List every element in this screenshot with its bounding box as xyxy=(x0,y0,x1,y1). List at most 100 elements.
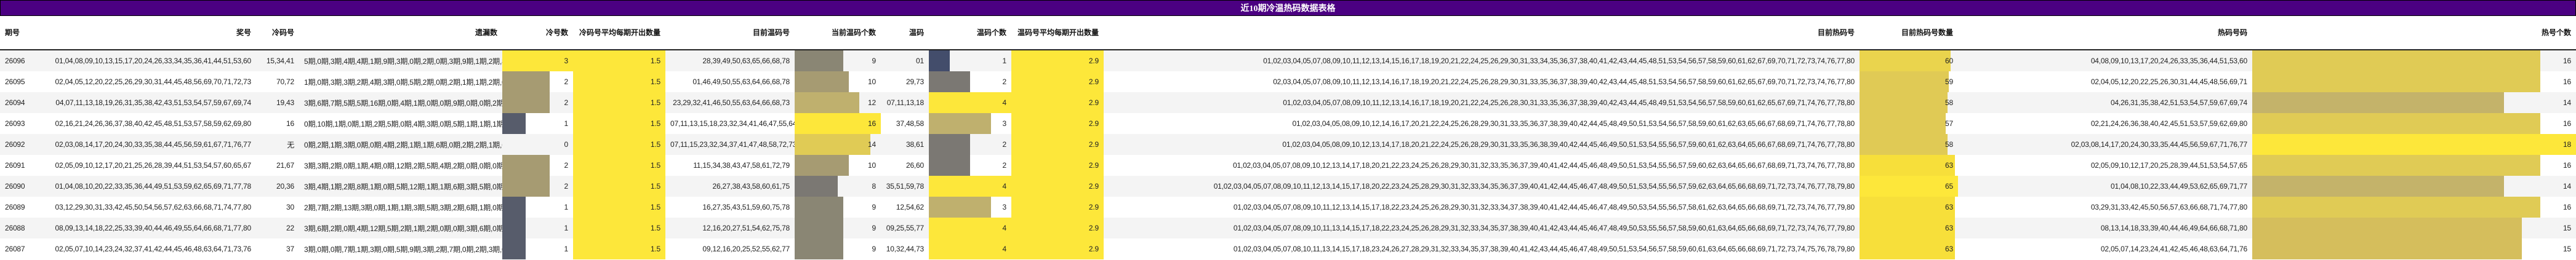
cold-avg-cell: 1.5 xyxy=(573,92,665,113)
bar-value: 4 xyxy=(1002,98,1007,107)
table-row[interactable]: 26096 01,04,08,09,10,13,15,17,20,24,26,3… xyxy=(0,50,2576,71)
warm-avg-cell: 2.9 xyxy=(1011,92,1104,113)
table-row[interactable]: 26089 03,12,29,30,31,33,42,45,50,54,56,5… xyxy=(0,197,2576,218)
table-row[interactable]: 26087 02,05,07,10,14,23,24,32,37,41,42,4… xyxy=(0,238,2576,259)
hot-current-cell: 01,02,03,04,05,07,08,09,10,11,12,13,14,1… xyxy=(1104,50,1860,71)
period-cell: 26092 xyxy=(0,134,26,155)
warm-count-cell: 1 xyxy=(929,50,1011,71)
bar-value: 10 xyxy=(868,77,876,86)
data-bar xyxy=(1860,50,1951,71)
cold-count-cell: 2 xyxy=(502,92,573,113)
data-bar xyxy=(1860,134,1948,155)
winning-numbers-cell: 01,04,08,10,20,22,33,35,36,44,49,51,53,5… xyxy=(26,176,256,197)
table-row[interactable]: 26093 02,16,21,24,26,36,37,38,40,42,45,4… xyxy=(0,113,2576,134)
hot-current-count-cell: 63 xyxy=(1860,155,1958,176)
cold-numbers-cell: 19,43 xyxy=(256,92,299,113)
warm-current-cell: 11,15,34,38,43,47,58,61,72,79 xyxy=(665,155,795,176)
data-bar xyxy=(795,197,843,218)
cold-avg-cell: 1.5 xyxy=(573,134,665,155)
header-hot-count[interactable]: 热号个数 xyxy=(2252,16,2576,50)
table-row[interactable]: 26088 08,09,13,14,18,22,25,33,39,40,44,4… xyxy=(0,218,2576,238)
data-bar xyxy=(502,238,526,259)
hot-current-count-cell: 63 xyxy=(1860,238,1958,259)
bar-value: 3 xyxy=(1002,203,1007,211)
cold-count-cell: 1 xyxy=(502,113,573,134)
bar-value: 16 xyxy=(2563,203,2571,211)
bar-value: 1 xyxy=(564,119,569,128)
misses-cell: 3期,6期,7期,5期,5期,16期,0期,4期,1期,0期,0期,9期,0期,… xyxy=(299,92,502,113)
bar-value: 2 xyxy=(564,182,569,191)
table-row[interactable]: 26091 02,05,09,10,12,17,20,21,25,26,28,3… xyxy=(0,155,2576,176)
warm-current-count-cell: 10 xyxy=(795,71,881,92)
hot-numbers-cell: 01,04,08,10,22,33,44,49,53,62,65,69,71,7… xyxy=(1958,176,2252,197)
warm-numbers-cell: 35,51,59,78 xyxy=(881,176,929,197)
header-warm-avg[interactable]: 温码号平均每期开出数量 xyxy=(1011,16,1104,50)
cold-avg-cell: 1.5 xyxy=(573,113,665,134)
bar-value: 60 xyxy=(1945,57,1953,65)
table-row[interactable]: 26090 01,04,08,10,20,22,33,35,36,44,49,5… xyxy=(0,176,2576,197)
warm-current-cell: 01,46,49,50,55,63,64,66,68,78 xyxy=(665,71,795,92)
header-warm[interactable]: 温码 xyxy=(881,16,929,50)
bar-value: 58 xyxy=(1945,140,1953,149)
period-cell: 26087 xyxy=(0,238,26,259)
bar-value: 9 xyxy=(872,245,877,253)
data-bar xyxy=(2252,238,2522,259)
bar-value: 58 xyxy=(1945,98,1953,107)
cold-count-cell: 2 xyxy=(502,155,573,176)
table-title: 近10期冷温热码数据表格 xyxy=(0,0,2576,16)
period-cell: 26093 xyxy=(0,113,26,134)
hot-numbers-cell: 02,05,07,14,23,24,41,42,45,46,48,63,64,7… xyxy=(1958,238,2252,259)
data-bar xyxy=(795,92,859,113)
warm-count-cell: 4 xyxy=(929,218,1011,238)
data-bar xyxy=(502,176,550,197)
hot-count-cell: 16 xyxy=(2252,197,2576,218)
hot-current-cell: 02,03,04,05,07,08,09,10,11,12,13,14,16,1… xyxy=(1104,71,1860,92)
header-hot-current-count[interactable]: 目前热码号数量 xyxy=(1860,16,1958,50)
header-hot-current[interactable]: 目前热码号 xyxy=(1104,16,1860,50)
period-cell: 26095 xyxy=(0,71,26,92)
bar-value: 1 xyxy=(564,203,569,211)
hot-current-count-cell: 63 xyxy=(1860,218,1958,238)
cold-count-cell: 2 xyxy=(502,176,573,197)
hot-current-cell: 01,02,03,04,05,07,08,10,11,13,14,15,17,1… xyxy=(1104,238,1860,259)
misses-cell: 3期,0期,0期,7期,1期,3期,0期,5期,9期,3期,2期,7期,0期,2… xyxy=(299,238,502,259)
warm-avg-cell: 2.9 xyxy=(1011,176,1104,197)
bar-value: 10 xyxy=(868,161,876,170)
data-bar xyxy=(2252,92,2505,113)
bar-value: 16 xyxy=(2563,77,2571,86)
winning-numbers-cell: 02,05,07,10,14,23,24,32,37,41,42,44,45,4… xyxy=(26,238,256,259)
header-hot[interactable]: 热码号码 xyxy=(1958,16,2252,50)
warm-current-cell: 28,39,49,50,63,65,66,68,78 xyxy=(665,50,795,71)
table-row[interactable]: 26095 02,04,05,12,20,22,25,26,29,30,31,4… xyxy=(0,71,2576,92)
hot-numbers-cell: 02,03,08,14,17,20,24,30,33,35,44,45,56,5… xyxy=(1958,134,2252,155)
header-misses[interactable]: 遗漏数 xyxy=(299,16,502,50)
data-bar xyxy=(795,155,849,176)
bar-value: 4 xyxy=(1002,182,1007,191)
period-cell: 26090 xyxy=(0,176,26,197)
warm-avg-cell: 2.9 xyxy=(1011,238,1104,259)
header-warm-count[interactable]: 温码个数 xyxy=(929,16,1011,50)
data-bar xyxy=(502,155,550,176)
header-cold-avg[interactable]: 冷码号平均每期开出数量 xyxy=(573,16,665,50)
header-warm-current-count[interactable]: 当前温码个数 xyxy=(795,16,881,50)
header-warm-current[interactable]: 目前温码号 xyxy=(665,16,795,50)
header-period[interactable]: 期号 xyxy=(0,16,26,50)
header-cold-count[interactable]: 冷号数 xyxy=(502,16,573,50)
header-winning[interactable]: 奖号 xyxy=(26,16,256,50)
data-bar xyxy=(502,218,526,238)
warm-count-cell: 2 xyxy=(929,71,1011,92)
data-bar xyxy=(1860,218,1956,238)
header-cold-nums[interactable]: 冷码号 xyxy=(256,16,299,50)
misses-cell: 0期,10期,1期,0期,1期,2期,5期,0期,4期,3期,0期,5期,1期,… xyxy=(299,113,502,134)
warm-avg-cell: 2.9 xyxy=(1011,218,1104,238)
table-row[interactable]: 26092 02,03,08,14,17,20,24,30,33,35,38,4… xyxy=(0,134,2576,155)
warm-numbers-cell: 09,25,55,77 xyxy=(881,218,929,238)
table-row[interactable]: 26094 04,07,11,13,18,19,26,31,35,38,42,4… xyxy=(0,92,2576,113)
misses-cell: 0期,2期,1期,3期,0期,0期,4期,2期,1期,1期,6期,0期,2期,2… xyxy=(299,134,502,155)
data-bar xyxy=(929,113,991,134)
hot-current-cell: 01,02,03,04,05,07,08,09,10,12,13,14,17,1… xyxy=(1104,155,1860,176)
data-bar xyxy=(1860,113,1946,134)
hot-count-cell: 15 xyxy=(2252,218,2576,238)
hot-count-cell: 16 xyxy=(2252,113,2576,134)
cold-count-cell: 2 xyxy=(502,71,573,92)
